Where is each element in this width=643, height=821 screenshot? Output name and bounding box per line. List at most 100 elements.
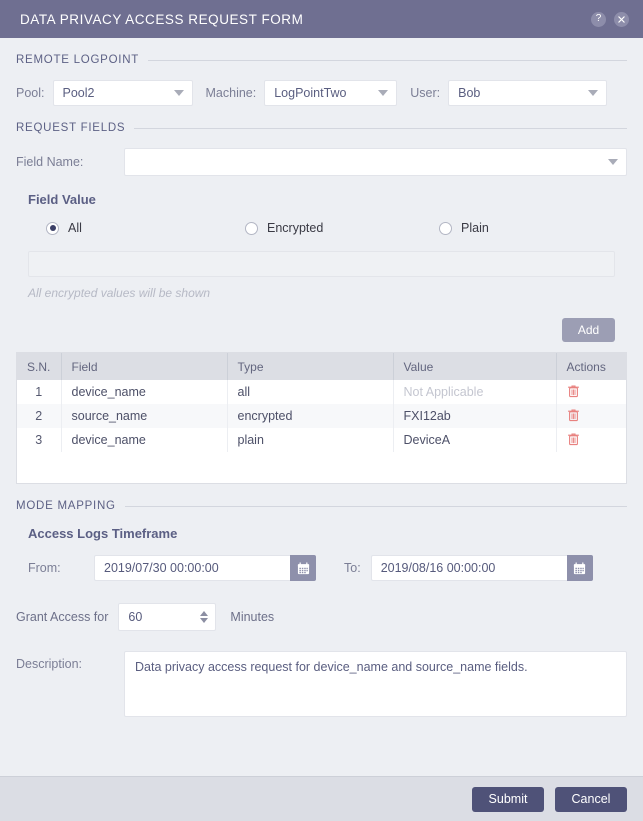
request-fields-table: S.N. Field Type Value Actions 1 device_n… [16,352,627,484]
fields-table: S.N. Field Type Value Actions 1 device_n… [17,353,626,452]
dialog-body: REMOTE LOGPOINT Pool: Pool2 Machine: Log… [0,38,643,776]
cancel-button[interactable]: Cancel [555,786,627,812]
table-row: 2 source_name encrypted FXI12ab [17,404,626,428]
from-label: From: [28,561,61,575]
radio-encrypted-label: Encrypted [267,221,324,235]
from-date-input[interactable]: 2019/07/30 00:00:00 [94,555,290,581]
cell-actions [556,380,626,404]
dialog-titlebar: DATA PRIVACY ACCESS REQUEST FORM ? [0,0,643,38]
cell-sn: 2 [17,404,62,428]
description-row: Description: Data privacy access request… [16,651,627,717]
column-header-field: Field [61,353,228,380]
cell-field: device_name [61,380,228,404]
legend-rule [134,127,627,129]
user-select-value: Bob [458,86,481,100]
trash-icon[interactable] [567,408,580,422]
cell-value: FXI12ab [393,404,557,428]
section-remote-logpoint: REMOTE LOGPOINT Pool: Pool2 Machine: Log… [16,54,627,106]
field-value-radio-group: All Encrypted Plain [16,221,627,235]
cell-field: source_name [61,404,228,428]
radio-all-label: All [68,221,82,235]
section-request-fields: REQUEST FIELDS Field Name: Field Value A… [16,122,627,484]
calendar-icon[interactable] [290,555,316,581]
stepper-arrows[interactable] [200,611,209,623]
machine-label: Machine: [205,86,257,100]
cell-value: Not Applicable [393,380,557,404]
chevron-down-icon [588,90,599,96]
trash-icon[interactable] [567,432,580,446]
grant-access-value: 60 [128,610,143,624]
user-label: User: [410,86,441,100]
description-textarea[interactable]: Data privacy access request for device_n… [124,651,627,717]
to-date-input[interactable]: 2019/08/16 00:00:00 [370,555,567,581]
grant-access-stepper[interactable]: 60 [118,603,217,631]
chevron-down-icon[interactable] [200,618,209,623]
dialog-footer: Submit Cancel [0,776,643,821]
radio-all[interactable]: All [46,221,245,235]
section-mode-mapping: MODE MAPPING Access Logs Timeframe From:… [16,500,627,717]
remote-logpoint-legend-text: REMOTE LOGPOINT [16,54,140,66]
add-button-row: Add [16,318,615,342]
grant-access-label: Grant Access for [16,610,109,624]
pool-label: Pool: [16,86,45,100]
radio-encrypted[interactable]: Encrypted [245,221,439,235]
legend-rule [124,505,627,507]
pool-select[interactable]: Pool2 [52,80,193,106]
cell-actions [556,428,626,452]
field-name-select[interactable] [124,148,627,176]
table-row: 1 device_name all Not Applicable [17,380,626,404]
radio-dot-icon [439,221,452,235]
mode-mapping-legend-text: MODE MAPPING [16,500,116,512]
trash-icon[interactable] [567,384,580,398]
table-row: 3 device_name plain DeviceA [17,428,626,452]
cell-sn: 3 [17,428,62,452]
grant-access-row: Grant Access for 60 Minutes [16,603,627,631]
fields-table-body: 1 device_name all Not Applicable [17,380,626,452]
chevron-down-icon [378,90,389,96]
request-fields-legend: REQUEST FIELDS [16,122,627,134]
cell-value: DeviceA [393,428,557,452]
submit-button[interactable]: Submit [472,786,544,812]
help-circle-icon[interactable]: ? [591,11,606,27]
cell-type: encrypted [227,404,394,428]
machine-select[interactable]: LogPointTwo [264,80,398,106]
remote-logpoint-row: Pool: Pool2 Machine: LogPointTwo User: B… [16,80,627,106]
add-button[interactable]: Add [562,318,615,342]
cell-sn: 1 [17,380,62,404]
to-date-box: 2019/08/16 00:00:00 [370,555,593,581]
minutes-unit-label: Minutes [230,610,275,624]
radio-plain-label: Plain [461,221,489,235]
table-header-row: S.N. Field Type Value Actions [17,353,626,380]
description-label: Description: [16,657,82,671]
cell-type: plain [227,428,394,452]
request-fields-legend-text: REQUEST FIELDS [16,122,126,134]
column-header-actions: Actions [556,353,626,380]
chevron-down-icon [608,159,618,165]
field-value-hint: All encrypted values will be shown [28,286,211,300]
access-logs-timeframe-title: Access Logs Timeframe [28,526,178,541]
timeframe-row: From: 2019/07/30 00:00:00 [28,555,627,581]
to-label: To: [344,561,361,575]
radio-dot-icon [46,221,59,235]
field-value-title: Field Value [28,192,96,207]
titlebar-actions: ? [591,11,629,27]
calendar-icon[interactable] [566,555,593,581]
chevron-up-icon[interactable] [200,611,209,616]
radio-plain[interactable]: Plain [439,221,489,235]
mode-mapping-legend: MODE MAPPING [16,500,627,512]
fields-table-head: S.N. Field Type Value Actions [17,353,626,380]
legend-rule [148,59,627,61]
close-circle-icon[interactable] [614,11,629,27]
cell-actions [556,404,626,428]
user-select[interactable]: Bob [448,80,608,106]
pool-select-value: Pool2 [62,86,95,100]
radio-dot-icon [245,221,258,235]
field-value-input[interactable] [28,251,615,277]
column-header-value: Value [393,353,557,380]
from-date-box: 2019/07/30 00:00:00 [94,555,316,581]
cell-field: device_name [61,428,228,452]
field-name-label: Field Name: [16,155,84,169]
cell-type: all [227,380,394,404]
column-header-type: Type [227,353,394,380]
column-header-sn: S.N. [17,353,62,380]
